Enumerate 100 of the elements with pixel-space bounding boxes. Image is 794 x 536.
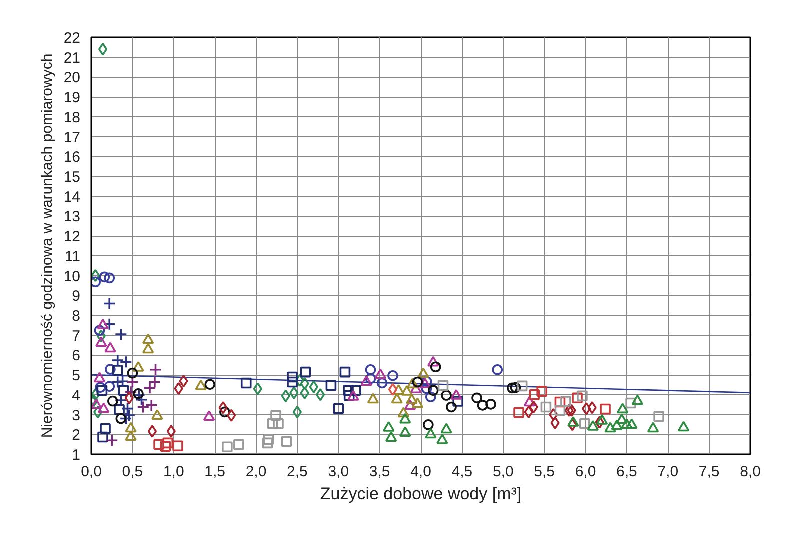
point bbox=[114, 404, 125, 416]
y-tick-label: 3 bbox=[72, 407, 80, 424]
point bbox=[300, 386, 310, 400]
point bbox=[360, 376, 373, 386]
point bbox=[406, 378, 419, 389]
point bbox=[96, 330, 106, 343]
point bbox=[94, 372, 106, 383]
y-tick-label: 11 bbox=[64, 248, 81, 266]
point bbox=[287, 376, 298, 388]
x-tick-label: 1,0 bbox=[163, 464, 184, 480]
point bbox=[142, 343, 154, 354]
y-tick-label: 22 bbox=[64, 30, 81, 47]
y-tick-label: 17 bbox=[64, 129, 81, 146]
point bbox=[572, 392, 583, 404]
point bbox=[385, 432, 398, 442]
x-tick-label: 7,0 bbox=[658, 464, 679, 480]
point bbox=[350, 385, 362, 396]
point bbox=[145, 399, 158, 412]
point bbox=[399, 426, 412, 438]
point bbox=[486, 399, 496, 410]
point bbox=[94, 406, 103, 419]
y-tick-label: 12 bbox=[64, 228, 81, 246]
point bbox=[596, 414, 608, 425]
point bbox=[273, 418, 284, 430]
point bbox=[600, 404, 611, 415]
point bbox=[263, 434, 274, 446]
point bbox=[424, 428, 437, 439]
point bbox=[148, 425, 158, 438]
point bbox=[410, 383, 422, 394]
point bbox=[340, 366, 351, 378]
y-tick-label: 14 bbox=[64, 188, 81, 206]
point bbox=[103, 318, 116, 331]
point bbox=[452, 396, 464, 407]
point bbox=[154, 439, 164, 450]
x-tick-label: 6,5 bbox=[616, 464, 638, 480]
point bbox=[529, 390, 540, 400]
y-tick-label: 13 bbox=[64, 208, 81, 226]
point bbox=[132, 361, 144, 372]
point bbox=[450, 389, 462, 400]
point bbox=[425, 392, 436, 403]
y-tick-label: 21 bbox=[64, 50, 81, 67]
point bbox=[436, 434, 448, 444]
point bbox=[427, 356, 440, 367]
point bbox=[204, 379, 216, 390]
point bbox=[344, 390, 355, 402]
point bbox=[647, 422, 660, 433]
point bbox=[398, 407, 410, 418]
point bbox=[406, 394, 418, 404]
point bbox=[172, 440, 184, 452]
point bbox=[287, 372, 298, 383]
point bbox=[267, 418, 278, 430]
y-tick-label: 1 bbox=[72, 447, 80, 464]
point bbox=[149, 364, 162, 376]
point bbox=[577, 390, 588, 402]
x-tick-label: 2,5 bbox=[287, 464, 308, 480]
point bbox=[316, 388, 326, 402]
point bbox=[104, 342, 116, 353]
x-tick-label: 2,0 bbox=[246, 464, 267, 480]
point bbox=[348, 390, 360, 401]
point bbox=[126, 376, 140, 389]
x-tick-label: 5,5 bbox=[534, 464, 555, 480]
point bbox=[595, 416, 604, 429]
point bbox=[135, 393, 148, 406]
point bbox=[376, 378, 388, 389]
point bbox=[222, 442, 233, 453]
point bbox=[174, 382, 184, 396]
point bbox=[125, 422, 137, 433]
point bbox=[99, 272, 110, 283]
y-tick-label: 15 bbox=[64, 169, 81, 186]
x-tick-label: 1,5 bbox=[204, 464, 226, 480]
x-tick-label: 0,5 bbox=[122, 464, 144, 480]
point bbox=[226, 409, 236, 422]
point bbox=[550, 416, 560, 430]
y-tick-label: 18 bbox=[64, 109, 81, 126]
y-tick-label: 5 bbox=[72, 368, 80, 385]
point bbox=[292, 406, 302, 419]
point bbox=[166, 425, 176, 438]
point bbox=[514, 407, 524, 418]
point bbox=[440, 423, 452, 434]
y-tick-label: 7 bbox=[72, 328, 80, 345]
point bbox=[428, 385, 439, 396]
point bbox=[654, 411, 664, 422]
point bbox=[152, 410, 164, 420]
y-axis-title: Nierównomierność godzinowa w warunkach pomiarowych bbox=[38, 54, 56, 438]
y-tick-label: 4 bbox=[72, 387, 80, 404]
point bbox=[295, 374, 304, 388]
point bbox=[92, 276, 102, 288]
point bbox=[678, 421, 690, 432]
y-tick-label: 8 bbox=[72, 308, 80, 325]
point bbox=[587, 420, 600, 431]
y-tick-label: 20 bbox=[64, 70, 81, 87]
point bbox=[441, 390, 452, 401]
x-tick-label: 3,0 bbox=[328, 464, 350, 480]
point bbox=[127, 368, 138, 379]
x-tick-label: 4,5 bbox=[452, 464, 473, 480]
point bbox=[430, 362, 442, 373]
point bbox=[516, 380, 528, 392]
point bbox=[564, 404, 574, 418]
point bbox=[621, 418, 633, 430]
point bbox=[388, 370, 398, 382]
